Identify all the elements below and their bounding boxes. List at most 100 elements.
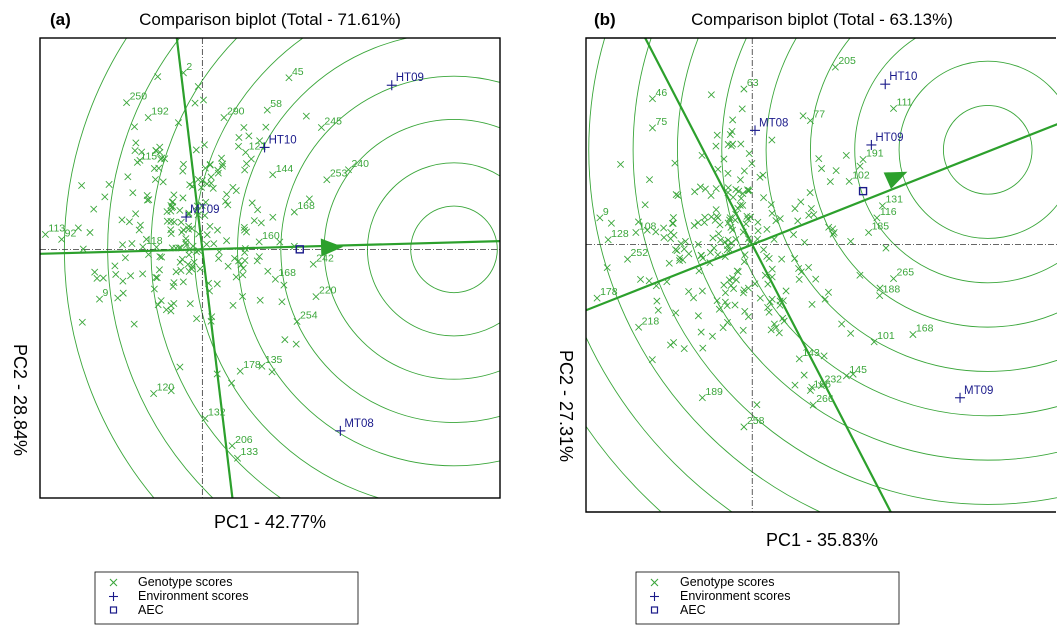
concentric-circle-6 (721, 38, 1057, 417)
genotype-point (838, 320, 846, 328)
genotype-point (701, 185, 709, 193)
genotype-point (673, 247, 681, 255)
genotype-point-101 (870, 338, 878, 346)
genotype-point (763, 252, 771, 260)
genotype-point (669, 214, 677, 222)
panel-a-environment-points: HT09 HT10 MT09 MT08 (181, 72, 424, 436)
concentric-circle-5 (765, 38, 1057, 372)
genotype-point-121 (242, 148, 250, 156)
genotype-label: 220 (319, 285, 337, 297)
genotype-label: 63 (747, 77, 759, 89)
genotype-point (714, 165, 722, 173)
genotype-point (167, 226, 175, 234)
genotype-point (213, 226, 222, 234)
genotype-point (248, 199, 256, 207)
genotype-point (753, 401, 761, 409)
genotype-point (172, 268, 180, 276)
genotype-point (799, 112, 807, 120)
genotype-label: 58 (270, 98, 282, 110)
genotype-point (99, 274, 107, 282)
genotype-point (152, 273, 160, 282)
genotype-point (734, 268, 742, 276)
genotype-point (721, 253, 729, 261)
genotype-point (805, 263, 813, 271)
genotype-point-46 (648, 95, 657, 103)
genotype-point (245, 132, 253, 140)
genotype-point (119, 277, 127, 285)
genotype-label: 178 (243, 359, 261, 371)
genotype-point (745, 150, 753, 158)
genotype-label: 108 (639, 220, 657, 232)
genotype-point (738, 105, 746, 113)
genotype-point (765, 308, 773, 316)
genotype-point (130, 320, 138, 328)
genotype-point (797, 198, 805, 206)
genotype-point (737, 194, 745, 202)
genotype-point (188, 225, 196, 233)
genotype-point (201, 164, 209, 172)
genotype-point-143 (795, 355, 803, 363)
genotype-point (217, 154, 226, 162)
genotype-point (256, 137, 264, 145)
genotype-point (744, 313, 752, 321)
genotype-point (727, 239, 735, 247)
genotype-point (842, 151, 850, 159)
genotype-point (242, 228, 251, 236)
genotype-point (129, 189, 137, 197)
genotype-point (727, 281, 735, 289)
genotype-point (169, 203, 177, 211)
genotype-point-265 (890, 275, 898, 283)
genotype-point (210, 240, 218, 248)
genotype-point (754, 227, 762, 235)
genotype-point (254, 206, 262, 214)
genotype-point (156, 253, 164, 261)
panel-b-legend-environment-label: Environment scores (680, 589, 790, 603)
panel-a-title: Comparison biplot (Total - 71.61%) (139, 10, 401, 29)
genotype-point-108 (632, 228, 640, 236)
genotype-point (772, 217, 780, 225)
genotype-point (723, 302, 731, 310)
genotype-label: 191 (866, 148, 884, 160)
genotype-point (712, 206, 720, 214)
genotype-point (756, 294, 764, 302)
genotype-point (156, 148, 164, 156)
aec-ordinate-line (175, 38, 234, 498)
panel-b-label: (b) (594, 10, 616, 29)
genotype-label: 254 (300, 309, 318, 321)
concentric-circle-1 (942, 105, 1033, 195)
genotype-point-240 (344, 166, 352, 174)
genotype-point (768, 273, 776, 281)
genotype-point (681, 237, 689, 245)
genotype-point (778, 255, 786, 263)
genotype-point (158, 253, 166, 261)
genotype-point (800, 238, 809, 246)
panel-a-frame (39, 37, 501, 499)
genotype-point (255, 253, 263, 261)
genotype-point (660, 233, 668, 242)
genotype-point (121, 254, 129, 262)
genotype-label: 133 (241, 446, 259, 458)
genotype-point-75 (648, 124, 657, 132)
panel-b-legend-genotype-label: Genotype scores (680, 575, 775, 589)
genotype-point (699, 344, 707, 352)
genotype-point (205, 287, 214, 295)
genotype-point (78, 181, 86, 190)
genotype-point (791, 205, 799, 213)
genotype-point (292, 340, 300, 348)
genotype-point (697, 251, 705, 259)
genotype-point (744, 284, 752, 292)
genotype-point (617, 160, 625, 168)
genotype-point (715, 305, 723, 313)
genotype-point (760, 194, 768, 202)
genotype-point (726, 214, 734, 222)
genotype-label: 118 (146, 235, 163, 247)
genotype-point (671, 159, 679, 167)
genotype-point-58 (263, 106, 271, 114)
genotype-label: 9 (103, 287, 109, 299)
genotype-point (832, 167, 840, 175)
environment-label: MT09 (964, 385, 993, 397)
genotype-point-9 (96, 295, 104, 303)
panel-a-label: (a) (50, 10, 71, 29)
genotype-point (748, 159, 756, 168)
panel-b-xlabel: PC1 - 35.83% (766, 530, 878, 550)
